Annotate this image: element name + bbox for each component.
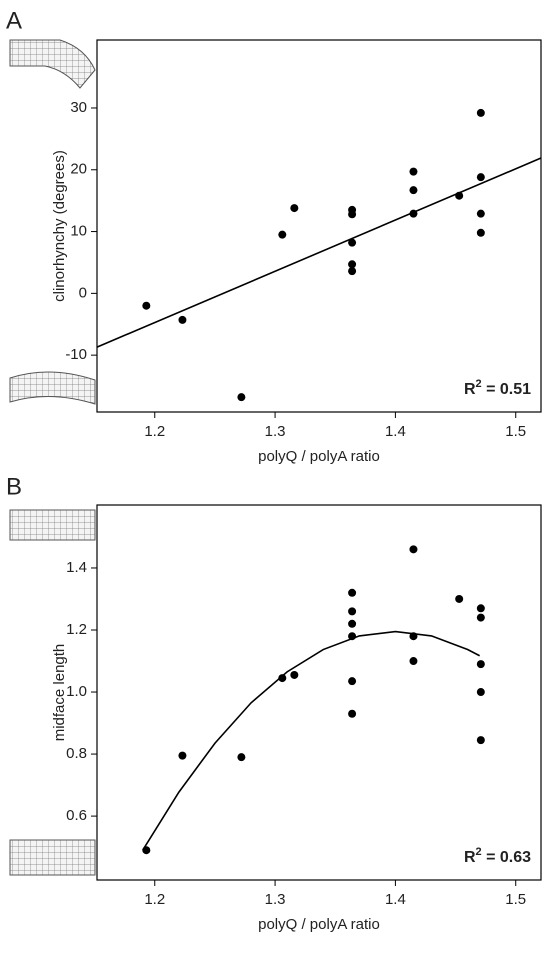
x-tick-label: 1.4 bbox=[385, 891, 406, 908]
x-tick-label: 1.2 bbox=[144, 423, 165, 440]
data-point bbox=[290, 670, 299, 679]
y-tick-label: 10 bbox=[70, 223, 87, 240]
y-tick-label: 1.0 bbox=[66, 683, 87, 700]
r-squared-value: = 0.63 bbox=[482, 849, 531, 866]
y-axis-label: midface length bbox=[51, 644, 68, 742]
data-point bbox=[348, 607, 357, 616]
y-tick-label: -10 bbox=[65, 346, 87, 363]
data-point bbox=[476, 688, 485, 697]
data-point bbox=[237, 393, 246, 402]
x-axis-label: polyQ / polyA ratio bbox=[258, 448, 380, 465]
y-tick-label: 1.2 bbox=[66, 621, 87, 638]
r-squared: R2 = 0.63 bbox=[464, 846, 531, 866]
r-squared-sup: 2 bbox=[476, 378, 482, 390]
data-point bbox=[476, 173, 485, 182]
data-point bbox=[476, 736, 485, 745]
y-tick-label: 0 bbox=[79, 284, 87, 301]
data-point bbox=[455, 594, 464, 603]
y-axis-label: clinorhynchy (degrees) bbox=[51, 150, 68, 302]
mesh-icons bbox=[9, 39, 96, 876]
r-squared-text: R bbox=[464, 849, 476, 866]
data-point bbox=[409, 167, 418, 176]
data-point bbox=[178, 751, 187, 760]
data-point bbox=[476, 613, 485, 622]
data-point bbox=[348, 238, 357, 247]
x-tick-label: 1.4 bbox=[385, 423, 406, 440]
data-point bbox=[348, 267, 357, 276]
data-point bbox=[348, 677, 357, 686]
data-point bbox=[278, 230, 287, 239]
data-point bbox=[476, 660, 485, 669]
data-point bbox=[409, 186, 418, 195]
panel-label: B bbox=[6, 473, 22, 500]
data-point bbox=[142, 301, 151, 310]
x-axis-label: polyQ / polyA ratio bbox=[258, 916, 380, 933]
data-point bbox=[476, 604, 485, 613]
data-point bbox=[476, 209, 485, 218]
panel-label: A bbox=[6, 7, 22, 34]
r-squared-value: = 0.51 bbox=[482, 381, 531, 398]
data-point bbox=[348, 210, 357, 219]
data-point bbox=[278, 674, 287, 683]
fit-line bbox=[142, 630, 481, 851]
data-point bbox=[237, 753, 246, 762]
data-point bbox=[476, 108, 485, 117]
x-tick-label: 1.2 bbox=[144, 891, 165, 908]
y-tick-label: 0.8 bbox=[66, 745, 87, 762]
x-tick-label: 1.3 bbox=[265, 423, 286, 440]
x-tick-label: 1.5 bbox=[505, 423, 526, 440]
plot-frame bbox=[96, 39, 542, 413]
y-tick-label: 0.6 bbox=[66, 807, 87, 824]
y-tick-label: 20 bbox=[70, 161, 87, 178]
x-tick-label: 1.5 bbox=[505, 891, 526, 908]
data-point bbox=[348, 588, 357, 597]
data-point bbox=[348, 619, 357, 628]
r-squared: R2 = 0.51 bbox=[464, 378, 531, 398]
plot-frame bbox=[96, 504, 542, 881]
data-point bbox=[290, 204, 299, 213]
data-point bbox=[348, 260, 357, 269]
r-squared-text: R bbox=[464, 381, 476, 398]
x-tick-label: 1.3 bbox=[265, 891, 286, 908]
data-point bbox=[409, 545, 418, 554]
y-tick-label: 1.4 bbox=[66, 559, 87, 576]
fit-line bbox=[96, 157, 542, 348]
data-point bbox=[476, 228, 485, 237]
data-point bbox=[348, 709, 357, 718]
data-point bbox=[409, 657, 418, 666]
data-point bbox=[178, 315, 187, 324]
r-squared-sup: 2 bbox=[476, 846, 482, 858]
y-tick-label: 30 bbox=[70, 99, 87, 116]
